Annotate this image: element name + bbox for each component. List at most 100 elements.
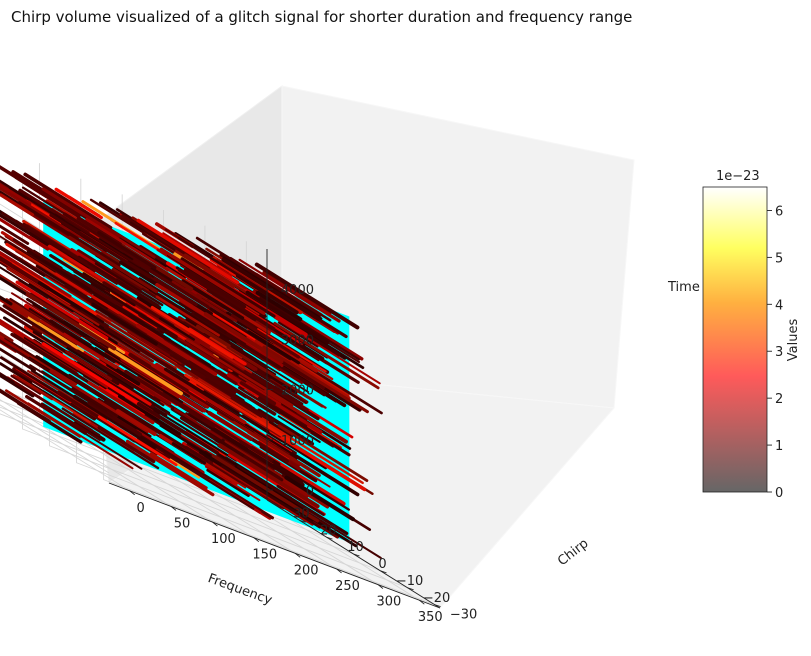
scatter-streak: [106, 362, 141, 386]
scatter-streak: [0, 186, 69, 233]
scatter-streak: [82, 272, 136, 307]
chart-title: Chirp volume visualized of a glitch sign…: [11, 8, 632, 26]
scatter-streak: [256, 416, 364, 485]
scatter-streak: [18, 310, 84, 353]
x-tick-label: 50: [174, 516, 191, 531]
scatter-streak: [96, 314, 199, 380]
scatter-streak: [65, 350, 113, 381]
scatter-streak: [6, 267, 100, 326]
scatter-streak: [277, 321, 319, 348]
scatter-streak: [171, 442, 206, 465]
scatter-streak: [149, 452, 208, 490]
x-tick-label: 150: [252, 548, 277, 563]
scatter-streak: [23, 172, 113, 230]
scatter-streak: [162, 232, 233, 277]
colorbar: 1e−23 0 1 2 3 4 5 6 Values: [702, 169, 801, 501]
scatter-streak: [0, 347, 36, 372]
scatter-streak: [254, 370, 307, 404]
scatter-streak: [10, 374, 42, 395]
scatter-streak: [86, 380, 155, 425]
x-tick-mark: [336, 568, 342, 574]
scatter-streak: [183, 268, 247, 309]
grid-line-y: [0, 413, 327, 538]
scatter-streak: [0, 298, 29, 318]
z-axis-title: Time: [667, 280, 700, 295]
scatter-streak: [245, 290, 330, 345]
scatter-streak: [115, 409, 157, 436]
x-axis-title: Frequency: [206, 571, 275, 608]
scatter-streak: [217, 443, 320, 509]
x-axis-line: [108, 482, 441, 609]
scatter-streak: [0, 388, 51, 424]
scatter-streak: [0, 179, 81, 232]
x-tick-label: 350: [418, 610, 443, 625]
y-tick-mark: [353, 553, 360, 557]
scatter-streak: [162, 391, 274, 462]
scatter-streak: [0, 331, 14, 343]
y-tick-label: −20: [423, 591, 450, 606]
scatter-streak: [254, 262, 360, 330]
scatter-streak: [94, 262, 164, 307]
scatter-streak: [284, 475, 355, 522]
scatter-streak: [32, 302, 86, 338]
scatter-streak: [40, 402, 102, 441]
scatter-streak: [40, 319, 118, 370]
x-tick-mark: [253, 537, 260, 543]
scatter-streak: [186, 338, 294, 407]
scatter-streak: [129, 314, 211, 367]
y-tick-mark: [434, 604, 441, 608]
z-tick-label: 3000: [281, 333, 314, 348]
scatter-streak: [97, 231, 157, 270]
x-tick-label: 250: [335, 579, 360, 594]
colorbar-tick-label: 2: [775, 392, 783, 407]
scatter-streak: [0, 362, 33, 385]
scatter-streak: [203, 312, 284, 364]
y-tick-label: −30: [450, 608, 477, 623]
scatter-streak: [72, 394, 157, 449]
scatter-streak: [184, 373, 292, 442]
colorbar-label: Values: [786, 319, 801, 362]
scatter-streak: [259, 296, 361, 361]
colorbar-gradient: [702, 186, 768, 493]
scatter-streak: [25, 292, 117, 351]
scatter-streak: [243, 455, 284, 482]
scatter-streak: [49, 213, 152, 279]
x-tick-mark: [129, 490, 135, 496]
x-tick-mark: [377, 584, 384, 589]
scatter-streak: [120, 357, 207, 413]
scatter-streak: [73, 269, 111, 294]
x-tick-mark: [419, 599, 425, 605]
scatter-streak: [155, 295, 220, 337]
scatter-streak: [0, 235, 93, 295]
scatter-streak: [234, 465, 307, 512]
scatter-streak: [133, 430, 211, 480]
volume-layer: [0, 165, 383, 559]
scatter-streak: [150, 305, 234, 359]
scatter-streak: [256, 328, 327, 373]
scatter-streak: [204, 465, 261, 502]
scatter-streak: [77, 255, 116, 281]
scatter-streak: [237, 465, 339, 530]
scatter-streak: [94, 347, 184, 404]
scatter-streak: [140, 337, 173, 358]
scatter-streak: [12, 238, 118, 305]
scatter-streak: [125, 439, 215, 497]
scatter-streak: [178, 300, 284, 368]
scatter-streak: [255, 290, 303, 322]
scatter-streak: [14, 381, 93, 432]
x-tick-mark: [294, 552, 301, 558]
y-tick-mark: [272, 502, 279, 506]
scatter-streak: [10, 342, 78, 386]
scatter-streak: [262, 345, 369, 414]
scatter-streak: [276, 484, 325, 516]
scatter-streak: [55, 337, 165, 407]
scatter-streak: [177, 268, 276, 331]
y-tick-mark: [299, 519, 306, 523]
scatter-streak: [90, 282, 167, 331]
scatter-streak: [0, 306, 43, 336]
scatter-streak: [47, 409, 143, 470]
scatter-streak: [153, 276, 198, 306]
y-tick-label: 0: [378, 557, 386, 572]
scatter-streak: [265, 434, 297, 455]
scatter-streak: [8, 191, 111, 257]
